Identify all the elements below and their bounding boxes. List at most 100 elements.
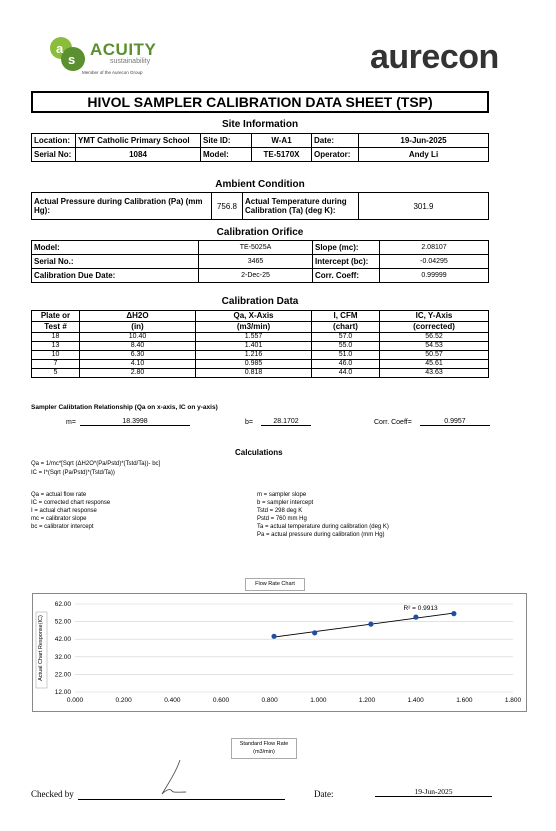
acuity-name: ACUITY [90, 40, 157, 59]
data-point [451, 611, 457, 617]
x-tick-label: 0.600 [213, 697, 230, 704]
x-tick-label: 1.800 [505, 697, 522, 704]
cal-data-table: Plate or ΔH2O Qa, X-Axis I, CFM IC, Y-Axis Te… [31, 310, 489, 378]
table-cell: 55.0 [311, 341, 380, 351]
due-date-label: Calibration Due Date: [31, 268, 199, 283]
chart-xlabel: Standard Flow Rate (m3/min) [231, 738, 297, 759]
y-tick-label: 52.00 [55, 619, 72, 626]
table-row: 5 2.80 0.818 44.0 43.63 [31, 368, 489, 378]
table-cell: 10.40 [79, 332, 196, 342]
pressure-label: Actual Pressure during Calibration (Pa) … [31, 192, 212, 220]
pressure-value: 756.8 [211, 192, 243, 220]
table-cell: 5 [31, 368, 80, 378]
note-line: Pstd = 760 mm Hg [257, 516, 307, 522]
data-point [368, 621, 374, 627]
table-cell: 6.30 [79, 350, 196, 360]
orifice-heading: Calibration Orifice [216, 227, 304, 238]
table-cell: 57.0 [311, 332, 380, 342]
flow-rate-chart: 12.00 22.00 32.00 42.00 52.00 62.00 0.000 0.200… [32, 593, 527, 712]
table-cell: 18 [31, 332, 80, 342]
acuity-tagline: Member of the Aurecon Group [82, 70, 143, 75]
table-cell: 54.53 [379, 341, 489, 351]
checked-by-line [78, 799, 285, 800]
coeff-value: 0.99999 [379, 268, 489, 283]
note-line: m = sampler slope [257, 492, 307, 498]
r-value: 0.9957 [420, 418, 490, 426]
x-tick-label: 1.400 [408, 697, 425, 704]
column-header: Qa, X-Axis [195, 310, 312, 322]
data-point [413, 614, 419, 620]
intercept-value: -0.04295 [379, 254, 489, 269]
cal-data-heading: Calibration Data [221, 296, 299, 307]
table-cell: 1.557 [195, 332, 312, 342]
orifice-table: Model: TE-5025A Slope (mc): 2.08107 Seri… [31, 240, 489, 283]
orifice-model-value: TE-5025A [198, 240, 313, 255]
table-cell: 1.401 [195, 341, 312, 351]
note-line: b = sampler intercept [257, 500, 314, 506]
aurecon-logo: aurecon [370, 38, 499, 76]
column-header: (m3/min) [195, 321, 312, 333]
site-info-table: Location: YMT Catholic Primary School Si… [31, 133, 489, 162]
model-label: Model: [200, 147, 252, 162]
b-value: 28.1702 [261, 418, 311, 426]
data-point [271, 633, 277, 639]
x-tick-label: 0.000 [67, 697, 84, 704]
table-cell: 4.10 [79, 359, 196, 369]
m-value: 18.3998 [80, 418, 190, 426]
table-cell: 46.0 [311, 359, 380, 369]
table-row: 10 6.30 1.216 51.0 50.57 [31, 350, 489, 360]
y-tick-label: 12.00 [55, 689, 72, 696]
y-tick-label: 22.00 [55, 671, 72, 678]
table-cell: 2.80 [79, 368, 196, 378]
ambient-heading: Ambient Condition [215, 179, 305, 190]
column-header: Test # [31, 321, 80, 333]
table-cell: 1.216 [195, 350, 312, 360]
column-header: I, CFM [311, 310, 380, 322]
site-info-heading: Site Information [221, 119, 299, 130]
table-cell: 44.0 [311, 368, 380, 378]
table-cell: 43.63 [379, 368, 489, 378]
note-line: Tstd = 298 deg K [257, 508, 303, 514]
date-label: Date: [311, 133, 359, 148]
y-tick-label: 32.00 [55, 654, 72, 661]
table-row: 13 8.40 1.401 55.0 54.53 [31, 341, 489, 351]
formula-qa: Qa = 1/mc*[Sqrt (ΔH2O*(Pa/Pstd)*(Tstd/Ta… [31, 461, 161, 467]
site-id-label: Site ID: [200, 133, 252, 148]
temperature-value: 301.9 [358, 192, 489, 220]
b-label: b= [245, 419, 253, 426]
serial-value: 1084 [75, 147, 201, 162]
column-header: (chart) [311, 321, 380, 333]
chart-title: Flow Rate Chart [245, 578, 305, 591]
table-cell: 50.57 [379, 350, 489, 360]
column-header: (corrected) [379, 321, 489, 333]
x-tick-label: 0.400 [164, 697, 181, 704]
table-cell: 45.61 [379, 359, 489, 369]
table-cell: 51.0 [311, 350, 380, 360]
note-line: Ta = actual temperature during calibrati… [257, 524, 389, 530]
date-value: 19-Jun-2025 [358, 133, 489, 148]
table-cell: 0.985 [195, 359, 312, 369]
x-tick-label: 1.200 [359, 697, 376, 704]
note-line: mc = calibrator slope [31, 516, 87, 522]
slope-value: 2.08107 [379, 240, 489, 255]
orifice-serial-value: 3465 [198, 254, 313, 269]
r-label: Corr. Coeff= [374, 419, 412, 426]
table-row: 18 10.40 1.557 57.0 56.52 [31, 332, 489, 342]
acuity-sub: sustainability [110, 58, 151, 65]
x-tick-label: 0.800 [262, 697, 279, 704]
left-notes: Qa = actual flow rate IC = corrected char… [31, 491, 110, 531]
data-point [312, 630, 318, 636]
right-notes: m = sampler slope b = sampler intercept Ts… [257, 491, 389, 539]
coeff-label: Corr. Coeff: [312, 268, 380, 283]
acuity-leaf-icon: a s [50, 37, 85, 71]
note-line: bc = calibrator intercept [31, 524, 94, 530]
footer-date-label: Date: [314, 789, 334, 799]
footer-date-value: 19-Jun-2025 [375, 787, 492, 797]
table-header-row: Test # (in) (m3/min) (chart) (corrected) [31, 321, 489, 333]
orifice-model-label: Model: [31, 240, 199, 255]
table-cell: 0.818 [195, 368, 312, 378]
slope-label: Slope (mc): [312, 240, 380, 255]
location-label: Location: [31, 133, 76, 148]
table-row: 7 4.10 0.985 46.0 45.61 [31, 359, 489, 369]
column-header: ΔH2O [79, 310, 196, 322]
